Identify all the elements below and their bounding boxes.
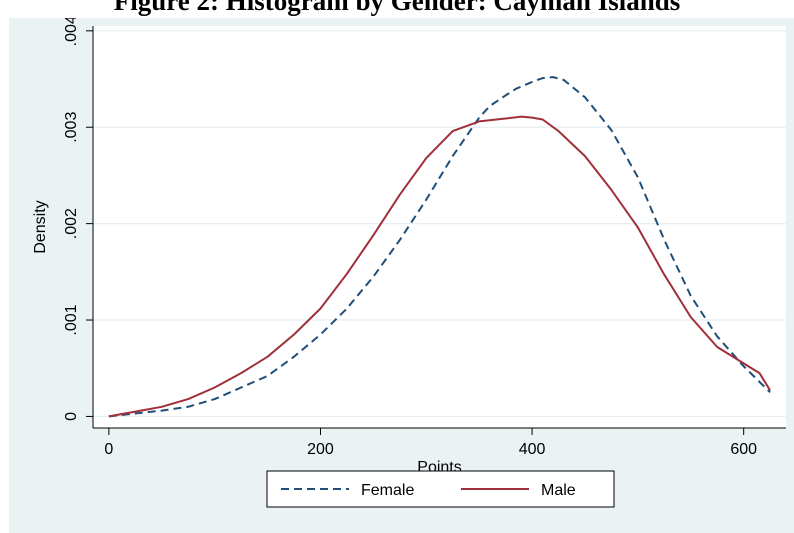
y-tick-label: .004 [63, 18, 80, 46]
y-axis-title: Density [32, 200, 49, 253]
x-tick-label: 200 [307, 441, 334, 458]
gridlines [93, 30, 786, 418]
series-line-female [108, 76, 771, 418]
figure-title-text: Figure 2: Histogram by Gender: Cayman Is… [113, 0, 681, 16]
x-tick-label: 400 [519, 441, 546, 458]
y-tick-label: 0 [63, 412, 80, 421]
chart-area: 0.001.002.003.004 0 200 400 600 Points Densi… [9, 18, 794, 533]
x-tick-label: 0 [104, 441, 113, 458]
y-tick-label: .003 [63, 112, 80, 143]
series-line-male [108, 115, 771, 418]
x-tick-label: 600 [730, 441, 757, 458]
y-tick-label: .001 [63, 304, 80, 335]
plot-area [93, 26, 786, 428]
legend: Female Male [266, 470, 615, 508]
series-lines [108, 76, 771, 418]
axes: 0 .001 .002 .003 .004 0 200 400 600 [63, 18, 786, 458]
figure-title: Figure 2: Histogram by Gender: Cayman Is… [0, 0, 794, 18]
legend-label-female: Female [361, 482, 414, 499]
y-tick-label: .002 [63, 208, 80, 239]
legend-label-male: Male [541, 482, 576, 499]
